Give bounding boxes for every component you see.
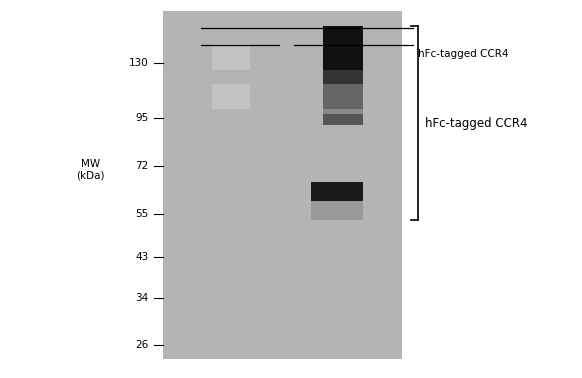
Text: +: + bbox=[356, 49, 365, 62]
Text: 95: 95 bbox=[135, 113, 148, 123]
Text: −: − bbox=[219, 49, 229, 62]
Text: hFc-tagged CCR4: hFc-tagged CCR4 bbox=[425, 117, 527, 130]
Text: 26: 26 bbox=[135, 340, 148, 350]
Text: +: + bbox=[257, 49, 267, 62]
Text: −: − bbox=[318, 49, 328, 62]
Text: hFc-tagged CCR4: hFc-tagged CCR4 bbox=[418, 49, 508, 59]
Text: 43: 43 bbox=[135, 252, 148, 262]
Text: 72: 72 bbox=[135, 161, 148, 172]
Text: 34: 34 bbox=[135, 293, 148, 303]
Text: 130: 130 bbox=[129, 58, 148, 68]
Text: MW
(kDa): MW (kDa) bbox=[76, 159, 104, 181]
Text: SW480: SW480 bbox=[285, 13, 326, 26]
Text: 55: 55 bbox=[135, 209, 148, 219]
Text: boiled: boiled bbox=[226, 32, 257, 42]
Text: unboiled: unboiled bbox=[335, 32, 381, 42]
